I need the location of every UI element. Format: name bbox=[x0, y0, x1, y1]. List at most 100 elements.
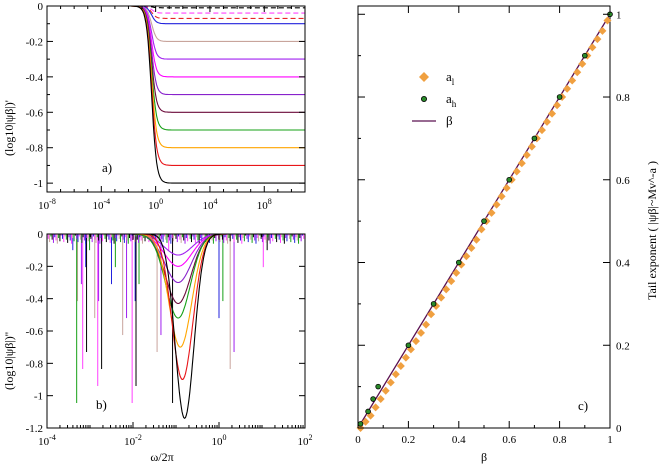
a-l-point bbox=[361, 417, 370, 426]
a-l-point bbox=[447, 277, 456, 286]
a-l-point bbox=[381, 386, 390, 395]
panel-b-ytick-label: -1 bbox=[34, 391, 43, 403]
a-l-point bbox=[411, 337, 420, 346]
a-l-point bbox=[492, 200, 501, 209]
a-h-point bbox=[375, 383, 381, 390]
a-l-point bbox=[522, 150, 531, 159]
a-l-point bbox=[462, 252, 471, 261]
panel-b-ytick-label: 0 bbox=[38, 229, 44, 241]
a-l-point bbox=[548, 109, 557, 118]
a-l-point bbox=[467, 244, 476, 253]
a-l-point bbox=[376, 395, 385, 404]
panel-c-xtick-label: 0.2 bbox=[402, 434, 416, 446]
panel-a-series-line bbox=[47, 5, 305, 14]
panel-a-ytick-label: -0.8 bbox=[26, 143, 44, 155]
a-l-point bbox=[537, 126, 546, 135]
panel-a-xtick-label: 10-8 bbox=[38, 197, 56, 212]
panel-c-xtick-label: 0 bbox=[355, 434, 361, 446]
a-l-point bbox=[497, 192, 506, 201]
panel-b-ticks: 10-4 10-2 100 102 0 -0.2 -0.4 -0.6 -0.8 -1 -1.2 bbox=[26, 229, 313, 448]
panel-a-label: a) bbox=[102, 160, 112, 175]
panel-b-ytick-label: -0.2 bbox=[26, 261, 43, 273]
legend-diamond-marker bbox=[419, 72, 429, 82]
legend-label: al bbox=[446, 69, 455, 87]
panel-c-ticks: 0 0.2 0.4 0.6 0.8 100.20.40.60.81 bbox=[355, 6, 630, 446]
panel-a-frame bbox=[46, 5, 306, 193]
a-l-point bbox=[502, 184, 511, 193]
a-l-point bbox=[401, 353, 410, 362]
a-h-point bbox=[357, 421, 364, 427]
panel-a-ytick-label: -0.6 bbox=[26, 107, 44, 119]
panel-a-series-line bbox=[47, 5, 305, 25]
panel-c-plot-area bbox=[356, 11, 613, 432]
a-l-point bbox=[598, 26, 607, 35]
a-l-point bbox=[603, 16, 612, 25]
panel-c-ytick-label: 0.2 bbox=[616, 340, 630, 352]
panel-b-ytick-label: -1.2 bbox=[26, 423, 43, 435]
panel-a-ytick-label: -0.2 bbox=[26, 36, 43, 48]
legend-label: β bbox=[446, 113, 453, 128]
panel-b-ytick-label: -0.8 bbox=[26, 358, 44, 370]
a-l-point bbox=[487, 208, 496, 217]
a-l-point bbox=[477, 225, 486, 234]
legend-circle-marker bbox=[420, 96, 427, 103]
a-l-point bbox=[568, 76, 577, 85]
a-l-point bbox=[442, 285, 451, 294]
a-l-point bbox=[437, 293, 446, 302]
panel-a-ytick-label: -1 bbox=[34, 178, 43, 190]
a-l-point bbox=[573, 68, 582, 77]
a-h-point bbox=[556, 94, 563, 100]
a-l-point bbox=[563, 84, 572, 93]
a-h-point bbox=[365, 408, 371, 415]
a-h-point bbox=[531, 135, 538, 142]
panel-c-ytick-label: 0 bbox=[616, 423, 622, 435]
a-l-point bbox=[371, 403, 380, 412]
a-l-point bbox=[578, 59, 587, 68]
a-l-point bbox=[417, 328, 425, 337]
panel-b-label: b) bbox=[96, 397, 107, 412]
a-h-point bbox=[430, 301, 437, 307]
panel-c-xtick-label: 0.8 bbox=[553, 434, 567, 446]
panel-b-xtick-label: 102 bbox=[298, 433, 313, 448]
a-l-point bbox=[543, 117, 551, 126]
a-l-point bbox=[553, 101, 562, 110]
panel-b: 10-4 10-2 100 102 0 -0.2 -0.4 -0.6 -0.8 -1 -1.2 b)… bbox=[2, 229, 313, 464]
a-h-point bbox=[481, 218, 487, 224]
panel-b-ytick-label: -0.6 bbox=[26, 326, 44, 338]
panel-a-ylabel: (log10|ψβ|)' bbox=[2, 100, 16, 156]
a-l-point bbox=[386, 378, 395, 387]
panel-c-xtick-label: 0.6 bbox=[502, 434, 516, 446]
panel-c-ytick-label: 0.8 bbox=[616, 92, 630, 104]
panel-c-ytick-label: 0.4 bbox=[616, 258, 630, 270]
panel-b-xtick-label: 10-2 bbox=[124, 433, 142, 448]
panel-a-plot-area bbox=[47, 5, 305, 184]
a-l-point bbox=[396, 361, 405, 370]
panel-c-ylabel: Tail exponent ( |ψβ|~Mv^-a ) bbox=[645, 161, 659, 300]
a-h-point bbox=[405, 342, 412, 349]
panel-a-series-line bbox=[47, 5, 305, 60]
panel-c-xlabel: β bbox=[481, 450, 487, 464]
panel-a-ytick-label: -0.4 bbox=[26, 72, 44, 84]
panel-a-ytick-label: 0 bbox=[38, 1, 44, 13]
a-l-point bbox=[472, 235, 481, 244]
panel-a-series-line bbox=[47, 5, 305, 166]
panel-a-ticks: 10-8 10-4 100 104 108 0 -0.2 -0.4 -0.6 -0.8 -1 bbox=[26, 1, 306, 212]
panel-a-series-line bbox=[47, 5, 305, 96]
a-h-point bbox=[370, 396, 376, 402]
a-l-point bbox=[517, 159, 526, 168]
panel-a-xtick-label: 10-4 bbox=[92, 197, 110, 212]
panel-b-xlabel: ω/2π bbox=[150, 450, 173, 464]
panel-c-ytick-label: 1 bbox=[616, 9, 622, 21]
panel-b-ylabel-text: (log10|ψβ|)'' bbox=[2, 332, 16, 390]
legend-label: ah bbox=[446, 91, 457, 109]
a-l-point bbox=[422, 320, 431, 329]
panel-b-ytick-label: -0.4 bbox=[26, 294, 44, 306]
panel-c-ylabel-text: Tail exponent ( |ψβ|~Mv^-a ) bbox=[645, 161, 659, 300]
a-h-point bbox=[581, 52, 588, 59]
panel-c-xtick-label: 0.4 bbox=[452, 434, 466, 446]
panel-c-xtick-label: 1 bbox=[607, 434, 613, 446]
a-l-point bbox=[391, 370, 400, 379]
a-l-point bbox=[593, 35, 602, 44]
